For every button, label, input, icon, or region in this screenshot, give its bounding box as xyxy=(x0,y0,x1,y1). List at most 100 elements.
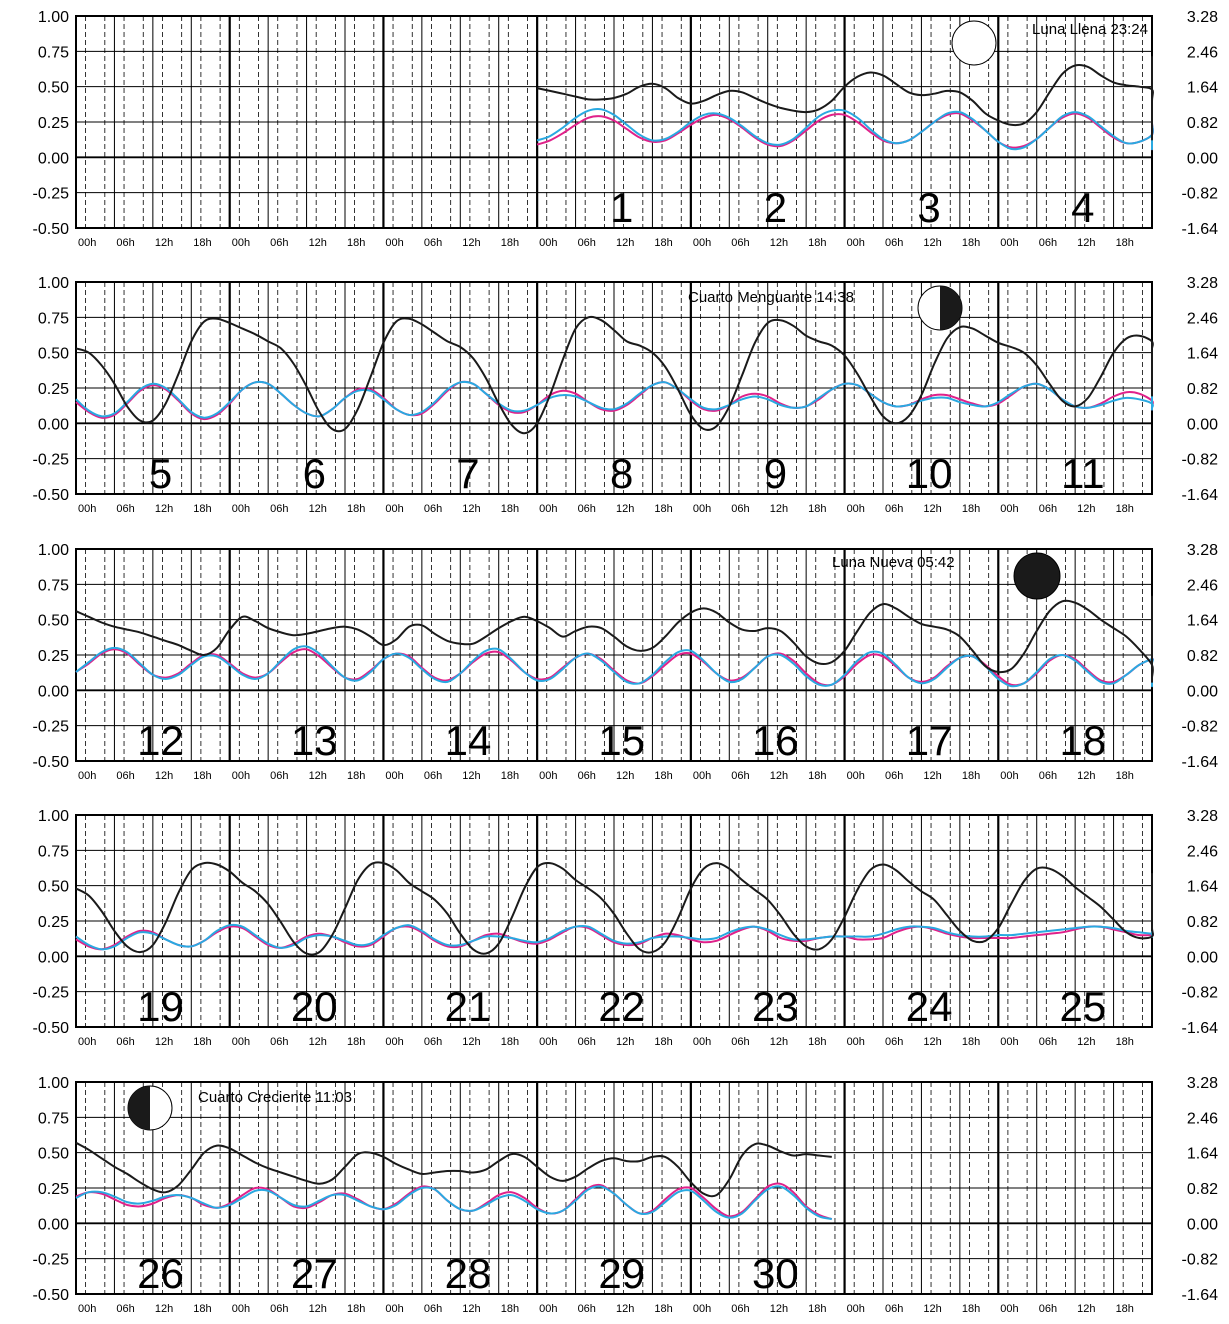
right-tick-label: 1.64 xyxy=(1187,1146,1218,1163)
hour-label: 00h xyxy=(693,1303,711,1315)
hour-label: 00h xyxy=(232,770,250,782)
hour-label: 06h xyxy=(270,770,288,782)
hour-label: 06h xyxy=(1039,1036,1057,1048)
moon-shade xyxy=(940,286,962,330)
day-number: 21 xyxy=(445,983,492,1030)
left-tick-label: -0.50 xyxy=(33,1287,70,1304)
hour-label: 06h xyxy=(116,503,134,515)
hour-label: 00h xyxy=(385,503,403,515)
hour-label: 00h xyxy=(232,237,250,249)
left-tick-label: 0.50 xyxy=(38,346,69,363)
moon-phase: Cuarto Menguante 14:38 xyxy=(688,285,963,331)
left-tick-label: 0.00 xyxy=(38,416,69,433)
left-tick-label: 1.00 xyxy=(38,1075,69,1092)
hour-label: 18h xyxy=(808,770,826,782)
hour-label: 18h xyxy=(962,770,980,782)
left-tick-label: 0.75 xyxy=(38,44,69,61)
hour-label: 00h xyxy=(78,503,96,515)
hour-label: 06h xyxy=(270,503,288,515)
right-tick-label: 0.00 xyxy=(1187,949,1218,966)
hour-label: 00h xyxy=(693,503,711,515)
right-tick-label: 3.28 xyxy=(1187,808,1218,825)
hour-label: 12h xyxy=(462,1036,480,1048)
hour-label: 06h xyxy=(578,1036,596,1048)
day-number: 12 xyxy=(137,717,184,764)
day-number: 15 xyxy=(598,717,645,764)
right-tick-label: -1.64 xyxy=(1182,487,1219,504)
cyan-series-line xyxy=(75,380,1154,419)
right-tick-label: -1.64 xyxy=(1182,754,1219,771)
magenta-series-line xyxy=(75,648,1154,687)
hour-label: 18h xyxy=(193,770,211,782)
hour-label: 00h xyxy=(693,237,711,249)
hour-label: 06h xyxy=(424,1036,442,1048)
left-tick-label: 0.25 xyxy=(38,1181,69,1198)
hour-label: 18h xyxy=(1116,237,1134,249)
left-tick-label: 0.25 xyxy=(38,381,69,398)
day-number: 20 xyxy=(291,983,338,1030)
hour-label: 12h xyxy=(155,237,173,249)
hour-label: 18h xyxy=(347,1303,365,1315)
hour-label: 00h xyxy=(693,770,711,782)
hour-label: 12h xyxy=(1077,503,1095,515)
hour-label: 18h xyxy=(808,503,826,515)
hour-label: 12h xyxy=(309,237,327,249)
hour-label: 12h xyxy=(309,503,327,515)
hour-label: 18h xyxy=(347,237,365,249)
day-number: 16 xyxy=(752,717,799,764)
hour-label: 12h xyxy=(1077,770,1095,782)
hour-label: 12h xyxy=(616,503,634,515)
right-tick-label: 2.46 xyxy=(1187,843,1218,860)
hour-label: 18h xyxy=(501,1036,519,1048)
panel-3: 1.00 3.28 0.75 2.46 0.50 1.64 0.25 0.82 0.00 0.00… xyxy=(33,542,1219,782)
right-tick-label: 0.00 xyxy=(1187,416,1218,433)
hour-label: 18h xyxy=(1116,1303,1134,1315)
right-tick-label: 3.28 xyxy=(1187,275,1218,292)
hour-label: 06h xyxy=(270,1036,288,1048)
hour-label: 00h xyxy=(539,1303,557,1315)
left-tick-label: -0.25 xyxy=(33,452,70,469)
hour-label: 00h xyxy=(693,1036,711,1048)
hour-label: 00h xyxy=(1000,237,1018,249)
right-tick-label: 1.64 xyxy=(1187,80,1218,97)
hour-label: 06h xyxy=(731,503,749,515)
left-tick-label: -0.50 xyxy=(33,221,70,238)
left-tick-label: -0.50 xyxy=(33,487,70,504)
hour-label: 18h xyxy=(501,503,519,515)
left-tick-label: 0.75 xyxy=(38,843,69,860)
hour-label: 12h xyxy=(616,237,634,249)
day-number: 18 xyxy=(1059,717,1106,764)
left-tick-label: 0.25 xyxy=(38,115,69,132)
left-tick-label: 0.50 xyxy=(38,613,69,630)
panel-1: 1.00 3.28 0.75 2.46 0.50 1.64 0.25 0.82 0.00 0.00… xyxy=(33,9,1219,249)
day-number: 1 xyxy=(610,184,633,231)
hour-label: 06h xyxy=(731,1303,749,1315)
right-tick-label: 2.46 xyxy=(1187,1110,1218,1127)
left-tick-label: 0.50 xyxy=(38,80,69,97)
right-tick-label: 1.64 xyxy=(1187,346,1218,363)
hour-label: 06h xyxy=(116,237,134,249)
moon-phase: Cuarto Creciente 11:03 xyxy=(127,1085,352,1131)
hour-label: 18h xyxy=(654,237,672,249)
hour-label: 00h xyxy=(78,1036,96,1048)
right-tick-label: -1.64 xyxy=(1182,1020,1219,1037)
hour-label: 06h xyxy=(424,503,442,515)
right-tick-label: 3.28 xyxy=(1187,1075,1218,1092)
hour-label: 06h xyxy=(578,237,596,249)
hour-label: 18h xyxy=(962,237,980,249)
day-number: 14 xyxy=(445,717,492,764)
hour-label: 18h xyxy=(654,1036,672,1048)
hour-label: 06h xyxy=(116,1303,134,1315)
hour-label: 12h xyxy=(770,1303,788,1315)
black-series-line xyxy=(536,56,1154,141)
left-tick-label: 0.25 xyxy=(38,914,69,931)
hour-label: 18h xyxy=(193,1303,211,1315)
right-tick-label: 0.00 xyxy=(1187,683,1218,700)
right-tick-label: 0.82 xyxy=(1187,914,1218,931)
hour-label: 06h xyxy=(731,1036,749,1048)
hour-label: 06h xyxy=(1039,770,1057,782)
right-tick-label: 0.00 xyxy=(1187,1216,1218,1233)
hour-label: 06h xyxy=(424,770,442,782)
hour-label: 18h xyxy=(808,237,826,249)
moon-phase: Luna Nueva 05:42 xyxy=(832,552,1061,600)
